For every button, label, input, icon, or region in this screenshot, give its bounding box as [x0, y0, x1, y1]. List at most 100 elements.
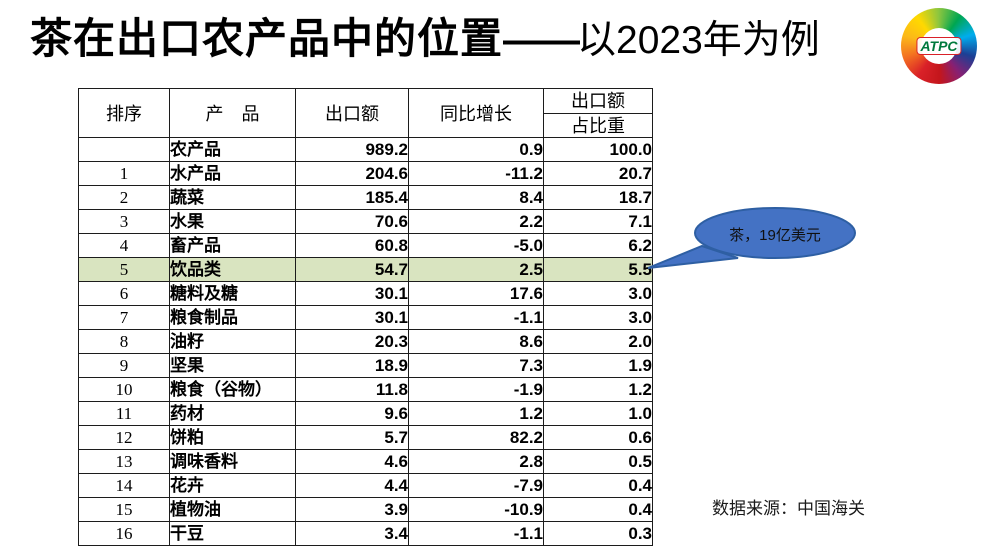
- cell-export: 204.6: [295, 161, 409, 186]
- cell-product: 蔬菜: [169, 185, 296, 210]
- cell-share: 6.2: [543, 233, 653, 258]
- callout-label: 茶，19亿美元: [729, 227, 821, 244]
- cell-export: 60.8: [295, 233, 409, 258]
- cell-yoy: 2.5: [408, 257, 544, 282]
- cell-rank: 10: [78, 377, 170, 402]
- cell-share: 20.7: [543, 161, 653, 186]
- cell-rank: 7: [78, 305, 170, 330]
- table-row: 4 畜产品 60.8 -5.0 6.2: [78, 233, 653, 258]
- cell-rank: 9: [78, 353, 170, 378]
- table-row: 1 水产品 204.6 -11.2 20.7: [78, 161, 653, 186]
- atpc-logo: ATPC: [901, 8, 977, 84]
- table-row: 13 调味香料 4.6 2.8 0.5: [78, 449, 653, 474]
- cell-rank: 4: [78, 233, 170, 258]
- cell-export: 18.9: [295, 353, 409, 378]
- cell-share: 3.0: [543, 305, 653, 330]
- table-row: 16 干豆 3.4 -1.1 0.3: [78, 521, 653, 546]
- cell-share: 100.0: [543, 137, 653, 162]
- cell-rank: 13: [78, 449, 170, 474]
- data-source-label: 数据来源：中国海关: [712, 499, 865, 518]
- cell-rank: 2: [78, 185, 170, 210]
- cell-export: 30.1: [295, 281, 409, 306]
- cell-yoy: 1.2: [408, 401, 544, 426]
- callout-shape-icon: [647, 207, 856, 269]
- cell-rank: 3: [78, 209, 170, 234]
- cell-export: 989.2: [295, 137, 409, 162]
- header-rank: 排序: [78, 88, 170, 138]
- cell-export: 5.7: [295, 425, 409, 450]
- title-subtitle: 以2023年为例: [577, 19, 820, 62]
- cell-product: 糖料及糖: [169, 281, 296, 306]
- table-row: 11 药材 9.6 1.2 1.0: [78, 401, 653, 426]
- cell-rank: 8: [78, 329, 170, 354]
- table-row: 9 坚果 18.9 7.3 1.9: [78, 353, 653, 378]
- cell-export: 3.4: [295, 521, 409, 546]
- cell-share: 1.0: [543, 401, 653, 426]
- table-row: 12 饼粕 5.7 82.2 0.6: [78, 425, 653, 450]
- header-share-bottom: 占比重: [544, 113, 652, 137]
- table-row: 10 粮食（谷物） 11.8 -1.9 1.2: [78, 377, 653, 402]
- cell-product: 调味香料: [169, 449, 296, 474]
- cell-export: 70.6: [295, 209, 409, 234]
- cell-share: 1.2: [543, 377, 653, 402]
- cell-share: 0.4: [543, 473, 653, 498]
- cell-product: 粮食（谷物）: [169, 377, 296, 402]
- cell-product: 水产品: [169, 161, 296, 186]
- cell-yoy: -1.1: [408, 521, 544, 546]
- cell-product: 花卉: [169, 473, 296, 498]
- cell-export: 9.6: [295, 401, 409, 426]
- cell-yoy: -5.0: [408, 233, 544, 258]
- cell-share: 2.0: [543, 329, 653, 354]
- cell-share: 1.9: [543, 353, 653, 378]
- cell-share: 18.7: [543, 185, 653, 210]
- cell-export: 30.1: [295, 305, 409, 330]
- cell-yoy: 0.9: [408, 137, 544, 162]
- cell-export: 3.9: [295, 497, 409, 522]
- cell-share: 3.0: [543, 281, 653, 306]
- cell-rank: [78, 137, 170, 162]
- cell-export: 54.7: [295, 257, 409, 282]
- cell-share: 0.5: [543, 449, 653, 474]
- cell-share: 7.1: [543, 209, 653, 234]
- cell-yoy: -10.9: [408, 497, 544, 522]
- table-row: 农产品 989.2 0.9 100.0: [78, 137, 653, 162]
- header-export: 出口额: [295, 88, 409, 138]
- cell-export: 185.4: [295, 185, 409, 210]
- table-row: 14 花卉 4.4 -7.9 0.4: [78, 473, 653, 498]
- cell-product: 农产品: [169, 137, 296, 162]
- cell-share: 5.5: [543, 257, 653, 282]
- cell-rank: 16: [78, 521, 170, 546]
- cell-product: 坚果: [169, 353, 296, 378]
- cell-yoy: 2.8: [408, 449, 544, 474]
- cell-product: 药材: [169, 401, 296, 426]
- cell-share: 0.4: [543, 497, 653, 522]
- cell-export: 4.6: [295, 449, 409, 474]
- cell-yoy: -7.9: [408, 473, 544, 498]
- cell-product: 粮食制品: [169, 305, 296, 330]
- logo-text: ATPC: [917, 38, 961, 54]
- cell-yoy: 7.3: [408, 353, 544, 378]
- table-row: 5 饮品类 54.7 2.5 5.5: [78, 257, 653, 282]
- header-row: 排序 产 品 出口额 同比增长 出口额 占比重: [78, 88, 653, 138]
- cell-rank: 12: [78, 425, 170, 450]
- cell-product: 干豆: [169, 521, 296, 546]
- cell-product: 饼粕: [169, 425, 296, 450]
- header-share-top: 出口额: [571, 91, 625, 111]
- cell-yoy: 17.6: [408, 281, 544, 306]
- cell-rank: 1: [78, 161, 170, 186]
- table-row: 3 水果 70.6 2.2 7.1: [78, 209, 653, 234]
- table-row: 6 糖料及糖 30.1 17.6 3.0: [78, 281, 653, 306]
- cell-product: 饮品类: [169, 257, 296, 282]
- table-row: 15 植物油 3.9 -10.9 0.4: [78, 497, 653, 522]
- title-main: 茶在出口农产品中的位置: [30, 15, 504, 62]
- cell-rank: 15: [78, 497, 170, 522]
- cell-product: 油籽: [169, 329, 296, 354]
- callout-bubble: 茶，19亿美元: [640, 202, 870, 282]
- cell-share: 0.3: [543, 521, 653, 546]
- table-row: 2 蔬菜 185.4 8.4 18.7: [78, 185, 653, 210]
- cell-product: 水果: [169, 209, 296, 234]
- table-row: 7 粮食制品 30.1 -1.1 3.0: [78, 305, 653, 330]
- page-title: 茶在出口农产品中的位置——以2023年为例: [30, 12, 820, 76]
- cell-rank: 14: [78, 473, 170, 498]
